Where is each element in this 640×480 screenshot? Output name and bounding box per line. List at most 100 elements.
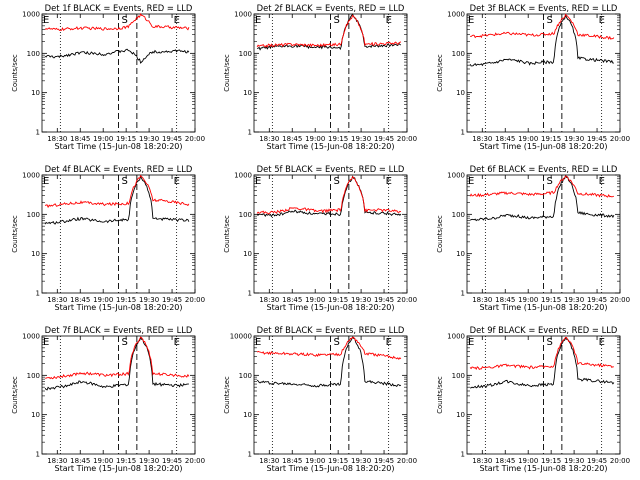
x-tick-label: 19:30: [564, 457, 584, 465]
x-tick-label: 19:30: [139, 457, 159, 465]
x-tick-label: 19:45: [162, 135, 182, 143]
y-tick-label: 10: [456, 411, 465, 419]
marker-end: E: [599, 337, 605, 348]
y-tick-label: 10: [31, 89, 40, 97]
panel-4: Det 4f BLACK = Events, RED = LLD 1 10 100 10…: [11, 164, 205, 312]
x-tick-label: 19:45: [374, 135, 394, 143]
x-tick-label: 19:00: [93, 296, 113, 304]
x-tick-label: 19:00: [518, 296, 538, 304]
chart-title: Det 9f BLACK = Events, RED = LLD: [470, 325, 618, 335]
x-tick-label: 19:30: [351, 457, 371, 465]
marker-mid: S: [547, 15, 553, 26]
x-tick-label: 19:30: [139, 296, 159, 304]
x-tick-label: 18:30: [47, 457, 67, 465]
y-tick-label: 100: [27, 211, 40, 219]
y-tick-label: 100: [27, 50, 40, 58]
x-tick-label: 19:30: [351, 135, 371, 143]
x-tick-label: 18:45: [282, 296, 302, 304]
y-tick-label: 10000: [230, 333, 252, 341]
marker-mid: S: [122, 337, 128, 348]
x-tick-label: 18:30: [472, 457, 492, 465]
series-line: [256, 336, 402, 388]
y-tick-label: 100: [239, 50, 252, 58]
marker-mid: S: [334, 337, 340, 348]
x-tick-label: 18:30: [47, 296, 67, 304]
panel-9: Det 9f BLACK = Events, RED = LLD 1 10 100 10…: [436, 325, 630, 473]
chart-title: Det 1f BLACK = Events, RED = LLD: [45, 3, 193, 13]
x-tick-label: 18:45: [495, 296, 515, 304]
marker-mid: S: [334, 15, 340, 26]
chart-title: Det 2f BLACK = Events, RED = LLD: [257, 3, 405, 13]
x-tick-label: 18:45: [70, 135, 90, 143]
series-line: [469, 13, 615, 40]
y-tick-label: 10: [243, 89, 252, 97]
marker-start: E: [43, 15, 49, 26]
x-tick-label: 19:15: [328, 296, 348, 304]
x-tick-label: 18:45: [495, 135, 515, 143]
x-tick-label: 18:45: [70, 296, 90, 304]
x-tick-label: 18:45: [282, 135, 302, 143]
marker-start: E: [43, 176, 49, 187]
marker-start: E: [468, 337, 474, 348]
marker-start: E: [255, 15, 261, 26]
x-tick-label: 20:00: [610, 296, 630, 304]
marker-end: E: [386, 176, 392, 187]
y-tick-label: 100: [27, 372, 40, 380]
y-tick-label: 1: [248, 129, 252, 137]
x-tick-label: 20:00: [185, 296, 205, 304]
x-tick-label: 18:45: [282, 457, 302, 465]
x-tick-label: 20:00: [397, 135, 417, 143]
x-tick-label: 19:15: [116, 457, 136, 465]
x-tick-label: 19:15: [116, 135, 136, 143]
y-tick-label: 1: [461, 129, 465, 137]
y-tick-label: 1: [248, 451, 252, 459]
x-tick-label: 19:15: [541, 457, 561, 465]
chart-title: Det 6f BLACK = Events, RED = LLD: [470, 164, 618, 174]
y-tick-label: 1000: [447, 333, 465, 341]
x-tick-label: 18:30: [259, 457, 279, 465]
x-tick-label: 19:45: [162, 457, 182, 465]
y-tick-label: 10: [243, 411, 252, 419]
x-tick-label: 20:00: [185, 457, 205, 465]
panel-8: Det 8f BLACK = Events, RED = LLD 1 10 100 10…: [223, 325, 417, 473]
y-axis-label: Counts/sec: [436, 376, 444, 414]
marker-mid: S: [122, 15, 128, 26]
chart-title: Det 4f BLACK = Events, RED = LLD: [45, 164, 193, 174]
series-line: [256, 175, 402, 215]
x-tick-label: 19:45: [162, 296, 182, 304]
marker-end: E: [174, 176, 180, 187]
chart-title: Det 7f BLACK = Events, RED = LLD: [45, 325, 193, 335]
series-line: [44, 175, 190, 225]
y-tick-label: 1: [36, 451, 40, 459]
x-tick-label: 19:15: [116, 296, 136, 304]
panel-6: Det 6f BLACK = Events, RED = LLD 1 10 100 10…: [436, 164, 630, 312]
marker-end: E: [386, 337, 392, 348]
x-tick-label: 19:45: [374, 457, 394, 465]
panel-1: Det 1f BLACK = Events, RED = LLD 1 10 100 10…: [11, 3, 205, 151]
chart-title: Det 3f BLACK = Events, RED = LLD: [470, 3, 618, 13]
series-line: [256, 14, 402, 48]
x-tick-label: 18:45: [495, 457, 515, 465]
series-line: [257, 13, 402, 51]
series-line: [45, 336, 190, 380]
y-axis-label: Counts/sec: [11, 376, 19, 414]
x-axis-label: Start Time (15-Jun-08 18:20:20): [267, 142, 395, 151]
x-tick-label: 19:00: [305, 135, 325, 143]
x-tick-label: 18:30: [259, 135, 279, 143]
y-tick-label: 1000: [447, 11, 465, 19]
marker-mid: S: [122, 176, 128, 187]
x-tick-label: 19:00: [93, 135, 113, 143]
x-axis-label: Start Time (15-Jun-08 18:20:20): [55, 303, 183, 312]
series-line: [44, 48, 190, 64]
y-tick-label: 1000: [22, 333, 40, 341]
y-tick-label: 1: [461, 290, 465, 298]
marker-end: E: [174, 15, 180, 26]
y-tick-label: 10: [243, 250, 252, 258]
marker-start: E: [468, 176, 474, 187]
x-tick-label: 19:30: [351, 296, 371, 304]
series-line: [256, 175, 402, 218]
marker-mid: S: [334, 176, 340, 187]
y-tick-label: 100: [239, 211, 252, 219]
